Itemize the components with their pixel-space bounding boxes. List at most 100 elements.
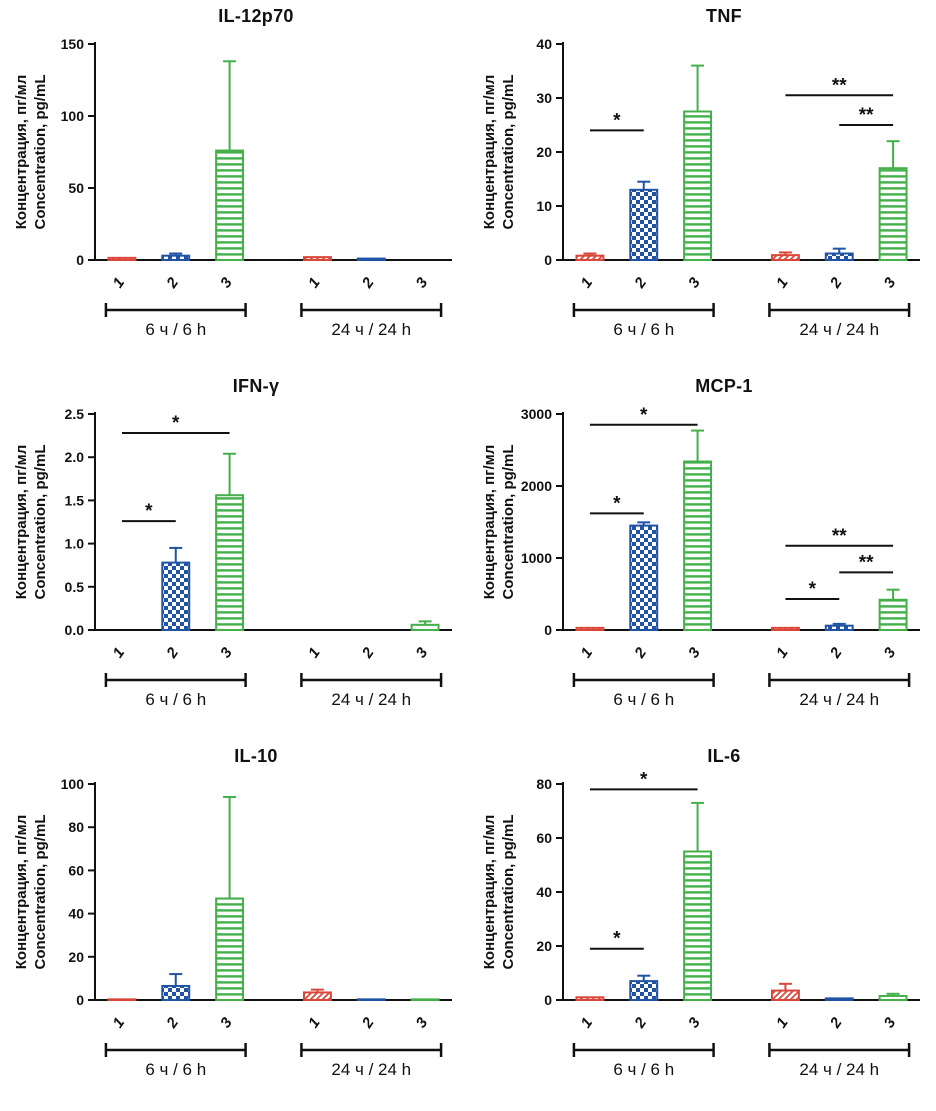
panel-il10: IL-10 Концентрация, пг/мл Concentration,… bbox=[0, 740, 468, 1110]
x-tick-label: 3 bbox=[881, 644, 900, 661]
bar-chart: 0 20 40 60 80 1 2 3 6 ч / 6 h 1 2 3 24 ч / 24 h * * bbox=[536, 769, 920, 1079]
x-tick-label: 1 bbox=[773, 645, 792, 662]
significance-label: * bbox=[809, 579, 817, 600]
y-tick-label: 0 bbox=[76, 252, 84, 268]
x-tick-label: 1 bbox=[773, 275, 792, 292]
y-tick-label: 100 bbox=[61, 776, 85, 792]
x-tick-label: 2 bbox=[826, 644, 846, 662]
y-tick-label: 0.0 bbox=[65, 622, 85, 638]
significance-label: ** bbox=[859, 552, 874, 573]
group-label: 6 ч / 6 h bbox=[613, 320, 674, 339]
significance-label: * bbox=[613, 493, 621, 514]
significance-label: ** bbox=[832, 526, 847, 547]
chart-title: MCP-1 bbox=[695, 376, 753, 396]
y-tick-label: 0.5 bbox=[65, 579, 85, 595]
bar-group1-cat3 bbox=[683, 460, 713, 631]
y-tick-label: 20 bbox=[536, 938, 552, 954]
bar-group1-cat3 bbox=[215, 494, 245, 631]
y-tick-label: 0 bbox=[544, 252, 552, 268]
y-tick-label: 20 bbox=[536, 144, 552, 160]
y-tick-label: 80 bbox=[68, 819, 84, 835]
x-tick-label: 3 bbox=[881, 1014, 900, 1031]
group-label: 6 ч / 6 h bbox=[145, 690, 206, 709]
y-tick-label: 10 bbox=[536, 198, 552, 214]
bar-group1-cat1 bbox=[107, 256, 137, 261]
bar-group1-cat2 bbox=[629, 524, 659, 632]
chart-title: TNF bbox=[706, 6, 742, 26]
x-tick-label: 3 bbox=[685, 1014, 704, 1031]
panel-il12p70: IL-12p70 Концентрация, пг/мл Concentrati… bbox=[0, 0, 468, 370]
x-tick-label: 1 bbox=[305, 1015, 324, 1032]
x-tick-label: 1 bbox=[773, 1015, 792, 1032]
x-tick-label: 2 bbox=[163, 644, 183, 662]
bar-group1-cat2 bbox=[161, 254, 191, 261]
bar-chart: 0.0 0.5 1.0 1.5 2.0 2.5 1 2 3 6 ч / 6 h 1 2 3 24 ч / … bbox=[65, 406, 452, 709]
y-tick-label: 2000 bbox=[521, 478, 552, 494]
bar-chart: 0 50 100 150 1 2 3 6 ч / 6 h 1 2 3 24 ч / 24 h bbox=[61, 36, 452, 339]
panel-il6: IL-6 Концентрация, пг/мл Concentration, … bbox=[468, 740, 936, 1110]
group-label: 24 ч / 24 h bbox=[331, 320, 411, 339]
x-tick-label: 2 bbox=[163, 274, 183, 292]
x-tick-label: 2 bbox=[358, 1014, 378, 1032]
significance-label: * bbox=[613, 110, 621, 131]
group-label: 24 ч / 24 h bbox=[799, 690, 879, 709]
bar-group1-cat1 bbox=[575, 254, 605, 261]
bar-group2-cat1 bbox=[302, 256, 332, 261]
bar-group1-cat3 bbox=[683, 850, 713, 1001]
bar-group1-cat2 bbox=[629, 188, 659, 261]
bar-group2-cat1 bbox=[302, 991, 332, 1002]
x-tick-label: 3 bbox=[413, 1014, 432, 1031]
x-tick-label: 2 bbox=[631, 274, 651, 292]
chart-title: IL-10 bbox=[234, 746, 278, 766]
x-tick-label: 3 bbox=[685, 644, 704, 661]
bar-group1-cat2 bbox=[161, 984, 191, 1002]
bar-group2-cat3 bbox=[878, 994, 908, 1001]
panel-tnf: TNF Концентрация, пг/мл Concentration, p… bbox=[468, 0, 936, 370]
bar-group1-cat1 bbox=[107, 998, 137, 1001]
significance-label: ** bbox=[859, 105, 874, 126]
bar-group1-cat3 bbox=[215, 149, 245, 261]
y-tick-label: 150 bbox=[61, 36, 85, 52]
bar-group2-cat2 bbox=[824, 252, 854, 262]
panel-mcp1: MCP-1 Концентрация, пг/мл Concentration,… bbox=[468, 370, 936, 740]
x-tick-label: 1 bbox=[577, 645, 596, 662]
group-label: 24 ч / 24 h bbox=[799, 320, 879, 339]
y-tick-label: 80 bbox=[536, 776, 552, 792]
chart-title: IL-6 bbox=[707, 746, 741, 766]
chart-title: IFN-γ bbox=[232, 376, 280, 396]
panel-ifn-gamma: IFN-γ Концентрация, пг/мл Concentration,… bbox=[0, 370, 468, 740]
x-tick-label: 1 bbox=[109, 645, 128, 662]
significance-label: * bbox=[640, 405, 648, 426]
bar-group1-cat2 bbox=[161, 561, 191, 631]
x-tick-label: 2 bbox=[631, 644, 651, 662]
group-label: 6 ч / 6 h bbox=[613, 1060, 674, 1079]
y-tick-label: 0 bbox=[544, 622, 552, 638]
y-tick-label: 40 bbox=[536, 36, 552, 52]
y-tick-label: 2.0 bbox=[65, 449, 85, 465]
bar-group2-cat3 bbox=[410, 623, 440, 631]
y-tick-label: 30 bbox=[536, 90, 552, 106]
bar-group2-cat2 bbox=[824, 997, 854, 1002]
y-tick-label: 2.5 bbox=[65, 406, 85, 422]
bar-group1-cat1 bbox=[575, 626, 605, 631]
bar-chart: 0 20 40 60 80 100 1 2 3 6 ч / 6 h 1 2 3 24 ч / 24 h bbox=[61, 776, 452, 1079]
bar-group1-cat3 bbox=[683, 110, 713, 261]
x-tick-label: 2 bbox=[631, 1014, 651, 1032]
group-label: 6 ч / 6 h bbox=[145, 320, 206, 339]
y-tick-label: 60 bbox=[536, 830, 552, 846]
x-tick-label: 2 bbox=[358, 644, 378, 662]
x-tick-label: 1 bbox=[109, 275, 128, 292]
bar-chart: 0 1000 2000 3000 1 2 3 6 ч / 6 h 1 2 3 24 ч / 24 h *… bbox=[521, 405, 920, 709]
chart-title: IL-12p70 bbox=[218, 6, 294, 26]
x-tick-label: 3 bbox=[881, 274, 900, 291]
group-label: 24 ч / 24 h bbox=[331, 690, 411, 709]
bar-group2-cat2 bbox=[824, 624, 854, 631]
significance-label: * bbox=[145, 501, 153, 522]
bar-group1-cat2 bbox=[629, 980, 659, 1002]
x-tick-label: 2 bbox=[826, 1014, 846, 1032]
bar-group2-cat1 bbox=[770, 989, 800, 1002]
y-tick-label: 40 bbox=[536, 884, 552, 900]
y-tick-label: 3000 bbox=[521, 406, 552, 422]
